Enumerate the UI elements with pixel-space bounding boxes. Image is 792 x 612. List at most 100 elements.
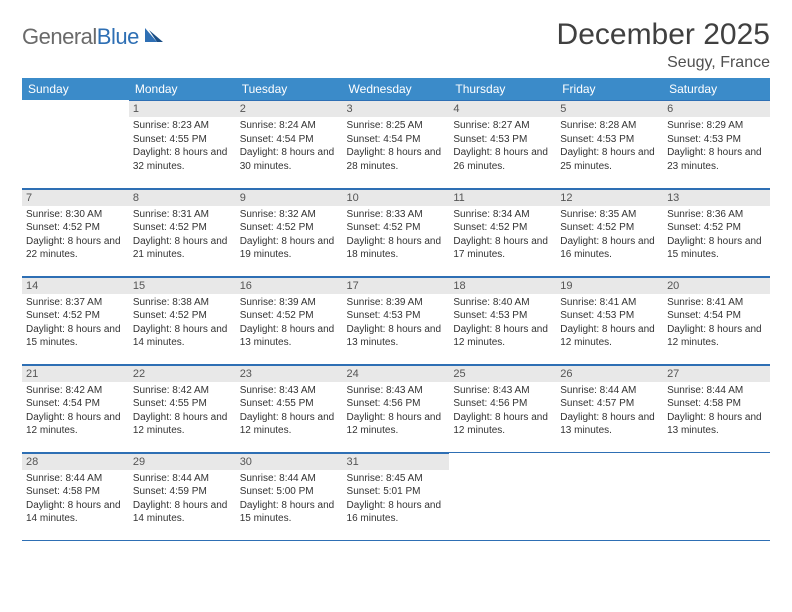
daylight-line: Daylight: 8 hours and 25 minutes. — [560, 146, 659, 173]
calendar-cell — [556, 452, 663, 540]
day-number: 24 — [343, 365, 450, 382]
calendar-cell — [663, 452, 770, 540]
location-subtitle: Seugy, France — [557, 54, 770, 72]
sunrise-line: Sunrise: 8:27 AM — [453, 119, 552, 133]
sunset-line: Sunset: 4:54 PM — [347, 133, 446, 147]
sunset-line: Sunset: 4:53 PM — [667, 133, 766, 147]
daylight-line: Daylight: 8 hours and 18 minutes. — [347, 235, 446, 262]
day-details: Sunrise: 8:44 AMSunset: 4:57 PMDaylight:… — [556, 382, 663, 442]
calendar-cell: 8 Sunrise: 8:31 AMSunset: 4:52 PMDaylight… — [129, 188, 236, 276]
day-details: Sunrise: 8:45 AMSunset: 5:01 PMDaylight:… — [343, 470, 450, 530]
day-details: Sunrise: 8:27 AMSunset: 4:53 PMDaylight:… — [449, 117, 556, 177]
sunset-line: Sunset: 4:59 PM — [133, 485, 232, 499]
sunrise-line: Sunrise: 8:43 AM — [240, 384, 339, 398]
sunset-line: Sunset: 4:53 PM — [453, 133, 552, 147]
day-number: 29 — [129, 453, 236, 470]
daylight-line: Daylight: 8 hours and 21 minutes. — [133, 235, 232, 262]
day-number: 23 — [236, 365, 343, 382]
day-details: Sunrise: 8:37 AMSunset: 4:52 PMDaylight:… — [22, 294, 129, 354]
sunset-line: Sunset: 4:52 PM — [133, 309, 232, 323]
sunset-line: Sunset: 4:56 PM — [453, 397, 552, 411]
daylight-line: Daylight: 8 hours and 14 minutes. — [133, 323, 232, 350]
day-number: 3 — [343, 100, 450, 117]
calendar-cell: 1Sunrise: 8:23 AMSunset: 4:55 PMDaylight… — [129, 100, 236, 188]
sunset-line: Sunset: 4:52 PM — [26, 309, 125, 323]
day-number: 30 — [236, 453, 343, 470]
sunrise-line: Sunrise: 8:37 AM — [26, 296, 125, 310]
day-details: Sunrise: 8:40 AMSunset: 4:53 PMDaylight:… — [449, 294, 556, 354]
calendar-cell: 18Sunrise: 8:40 AMSunset: 4:53 PMDayligh… — [449, 276, 556, 364]
day-number: 28 — [22, 453, 129, 470]
sunrise-line: Sunrise: 8:31 AM — [133, 208, 232, 222]
daylight-line: Daylight: 8 hours and 12 minutes. — [26, 411, 125, 438]
day-details: Sunrise: 8:43 AMSunset: 4:56 PMDaylight:… — [449, 382, 556, 442]
calendar-table: SundayMondayTuesdayWednesdayThursdayFrid… — [22, 78, 770, 541]
daylight-line: Daylight: 8 hours and 30 minutes. — [240, 146, 339, 173]
sunset-line: Sunset: 4:52 PM — [560, 221, 659, 235]
calendar-cell: 14Sunrise: 8:37 AMSunset: 4:52 PMDayligh… — [22, 276, 129, 364]
sunrise-line: Sunrise: 8:43 AM — [453, 384, 552, 398]
day-number: 8 — [129, 189, 236, 206]
daylight-line: Daylight: 8 hours and 14 minutes. — [26, 499, 125, 526]
daylight-line: Daylight: 8 hours and 12 minutes. — [133, 411, 232, 438]
daylight-line: Daylight: 8 hours and 15 minutes. — [667, 235, 766, 262]
sunrise-line: Sunrise: 8:41 AM — [667, 296, 766, 310]
day-number: 2 — [236, 100, 343, 117]
day-details: Sunrise: 8:39 AMSunset: 4:52 PMDaylight:… — [236, 294, 343, 354]
daylight-line: Daylight: 8 hours and 15 minutes. — [26, 323, 125, 350]
calendar-cell — [449, 452, 556, 540]
calendar-cell: 11Sunrise: 8:34 AMSunset: 4:52 PMDayligh… — [449, 188, 556, 276]
sunrise-line: Sunrise: 8:39 AM — [240, 296, 339, 310]
day-details: Sunrise: 8:44 AMSunset: 4:58 PMDaylight:… — [22, 470, 129, 530]
calendar-cell: 23Sunrise: 8:43 AMSunset: 4:55 PMDayligh… — [236, 364, 343, 452]
day-details: Sunrise: 8:44 AMSunset: 5:00 PMDaylight:… — [236, 470, 343, 530]
sunset-line: Sunset: 4:52 PM — [133, 221, 232, 235]
sunrise-line: Sunrise: 8:24 AM — [240, 119, 339, 133]
sunset-line: Sunset: 5:00 PM — [240, 485, 339, 499]
calendar-cell: 24Sunrise: 8:43 AMSunset: 4:56 PMDayligh… — [343, 364, 450, 452]
day-number: 18 — [449, 277, 556, 294]
sunset-line: Sunset: 4:52 PM — [347, 221, 446, 235]
day-details: Sunrise: 8:39 AMSunset: 4:53 PMDaylight:… — [343, 294, 450, 354]
page-header: GeneralBlue December 2025 Seugy, France — [22, 18, 770, 72]
day-number: 21 — [22, 365, 129, 382]
column-header: Friday — [556, 78, 663, 100]
column-header: Tuesday — [236, 78, 343, 100]
sunrise-line: Sunrise: 8:44 AM — [133, 472, 232, 486]
calendar-cell: 28Sunrise: 8:44 AMSunset: 4:58 PMDayligh… — [22, 452, 129, 540]
day-details: Sunrise: 8:43 AMSunset: 4:56 PMDaylight:… — [343, 382, 450, 442]
daylight-line: Daylight: 8 hours and 12 minutes. — [667, 323, 766, 350]
calendar-cell: 10Sunrise: 8:33 AMSunset: 4:52 PMDayligh… — [343, 188, 450, 276]
daylight-line: Daylight: 8 hours and 12 minutes. — [453, 411, 552, 438]
sunrise-line: Sunrise: 8:44 AM — [26, 472, 125, 486]
calendar-cell: 9Sunrise: 8:32 AMSunset: 4:52 PMDaylight… — [236, 188, 343, 276]
day-details: Sunrise: 8:42 AMSunset: 4:54 PMDaylight:… — [22, 382, 129, 442]
daylight-line: Daylight: 8 hours and 28 minutes. — [347, 146, 446, 173]
daylight-line: Daylight: 8 hours and 12 minutes. — [347, 411, 446, 438]
day-details: Sunrise: 8:35 AMSunset: 4:52 PMDaylight:… — [556, 206, 663, 266]
calendar-cell: 25Sunrise: 8:43 AMSunset: 4:56 PMDayligh… — [449, 364, 556, 452]
sunset-line: Sunset: 4:52 PM — [667, 221, 766, 235]
calendar-cell: 27Sunrise: 8:44 AMSunset: 4:58 PMDayligh… — [663, 364, 770, 452]
day-number: 1 — [129, 100, 236, 117]
month-title: December 2025 — [557, 18, 770, 52]
daylight-line: Daylight: 8 hours and 14 minutes. — [133, 499, 232, 526]
sunset-line: Sunset: 4:53 PM — [347, 309, 446, 323]
day-details: Sunrise: 8:30 AMSunset: 4:52 PMDaylight:… — [22, 206, 129, 266]
calendar-cell: 4Sunrise: 8:27 AMSunset: 4:53 PMDaylight… — [449, 100, 556, 188]
sunrise-line: Sunrise: 8:29 AM — [667, 119, 766, 133]
daylight-line: Daylight: 8 hours and 12 minutes. — [240, 411, 339, 438]
sunset-line: Sunset: 4:53 PM — [560, 133, 659, 147]
calendar-cell: 26Sunrise: 8:44 AMSunset: 4:57 PMDayligh… — [556, 364, 663, 452]
day-details: Sunrise: 8:24 AMSunset: 4:54 PMDaylight:… — [236, 117, 343, 177]
sunset-line: Sunset: 4:58 PM — [667, 397, 766, 411]
sunset-line: Sunset: 4:55 PM — [133, 133, 232, 147]
day-number: 26 — [556, 365, 663, 382]
sunset-line: Sunset: 4:54 PM — [26, 397, 125, 411]
day-number: 17 — [343, 277, 450, 294]
daylight-line: Daylight: 8 hours and 17 minutes. — [453, 235, 552, 262]
calendar-cell: 12Sunrise: 8:35 AMSunset: 4:52 PMDayligh… — [556, 188, 663, 276]
day-number: 16 — [236, 277, 343, 294]
calendar-week-row: 14Sunrise: 8:37 AMSunset: 4:52 PMDayligh… — [22, 276, 770, 364]
calendar-cell: 29 Sunrise: 8:44 AMSunset: 4:59 PMDayligh… — [129, 452, 236, 540]
